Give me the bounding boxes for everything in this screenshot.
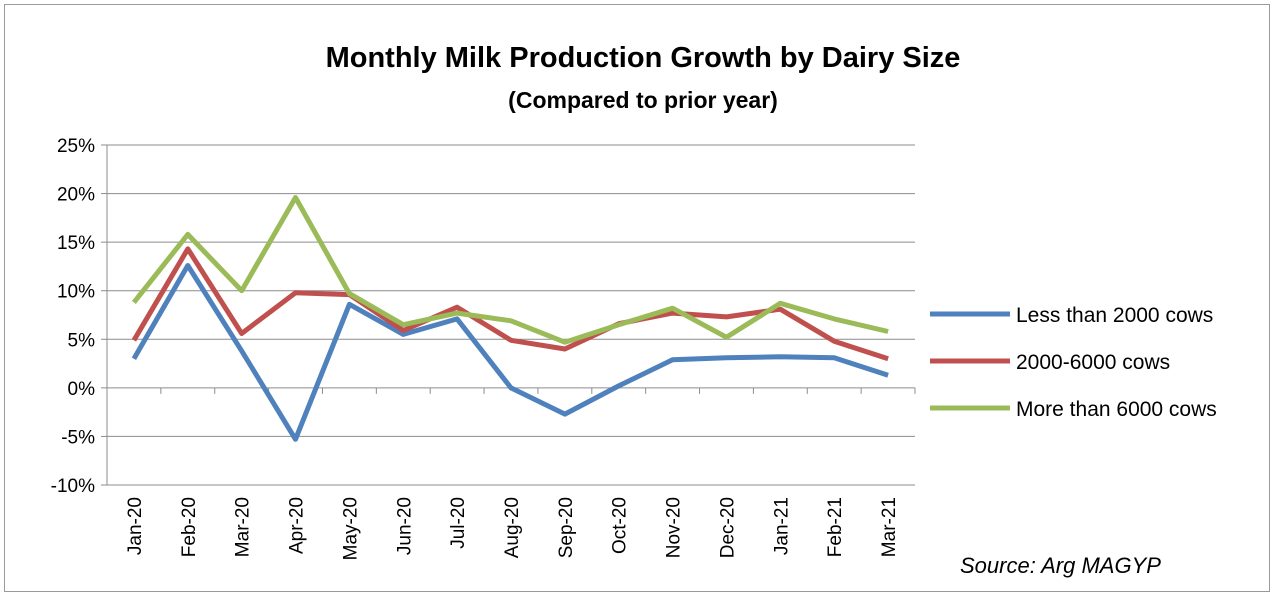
x-tick-label: Jan-20 bbox=[125, 497, 146, 555]
x-tick-label: Aug-20 bbox=[502, 497, 523, 558]
y-axis-tick-labels: 25% 20% 15% 10% 5% 0% -5% -10% bbox=[51, 136, 95, 497]
series-line bbox=[131, 263, 889, 442]
y-tick-label: 15% bbox=[57, 233, 95, 254]
y-tick-label: 20% bbox=[57, 185, 95, 206]
x-tick-label: May-20 bbox=[340, 497, 361, 560]
y-tick-label: -10% bbox=[51, 476, 95, 497]
chart-title: Monthly Milk Production Growth by Dairy … bbox=[326, 42, 961, 74]
x-tick-label: Mar-20 bbox=[233, 497, 254, 557]
x-tick-label: Oct-20 bbox=[610, 497, 631, 554]
legend-label: 2000-6000 cows bbox=[1016, 351, 1170, 374]
x-tick-label: Dec-20 bbox=[717, 497, 738, 558]
source-note: Source: Arg MAGYP bbox=[960, 553, 1161, 578]
chart-frame: Monthly Milk Production Growth by Dairy … bbox=[4, 4, 1270, 592]
x-tick-label: Jul-20 bbox=[448, 497, 469, 549]
y-tick-label: 5% bbox=[68, 330, 96, 351]
legend: Less than 2000 cows 2000-6000 cows More th… bbox=[930, 304, 1217, 421]
x-tick-label: Jan-21 bbox=[771, 497, 792, 555]
legend-label: More than 6000 cows bbox=[1016, 398, 1217, 421]
y-tick-label: 0% bbox=[68, 379, 96, 400]
x-tick-label: Apr-20 bbox=[287, 497, 308, 554]
x-axis-tick-labels: Jan-20 Feb-20 Mar-20 Apr-20 May-20 Jun-20 Jul-… bbox=[125, 497, 900, 560]
x-tick-label: Sep-20 bbox=[556, 497, 577, 558]
line-chart: Monthly Milk Production Growth by Dairy … bbox=[51, 42, 1217, 578]
chart-subtitle: (Compared to prior year) bbox=[508, 87, 778, 113]
x-tick-label: Feb-20 bbox=[179, 497, 200, 557]
x-tick-label: Mar-21 bbox=[879, 497, 900, 557]
series-lines bbox=[131, 195, 889, 442]
legend-label: Less than 2000 cows bbox=[1016, 304, 1213, 327]
y-tick-label: 10% bbox=[57, 282, 95, 303]
x-tick-label: Nov-20 bbox=[664, 497, 685, 558]
y-tick-label: 25% bbox=[57, 136, 95, 157]
axes bbox=[101, 144, 916, 486]
x-tick-label: Feb-21 bbox=[825, 497, 846, 557]
series-line bbox=[131, 195, 889, 345]
y-tick-label: -5% bbox=[61, 427, 95, 448]
x-tick-label: Jun-20 bbox=[394, 497, 415, 555]
